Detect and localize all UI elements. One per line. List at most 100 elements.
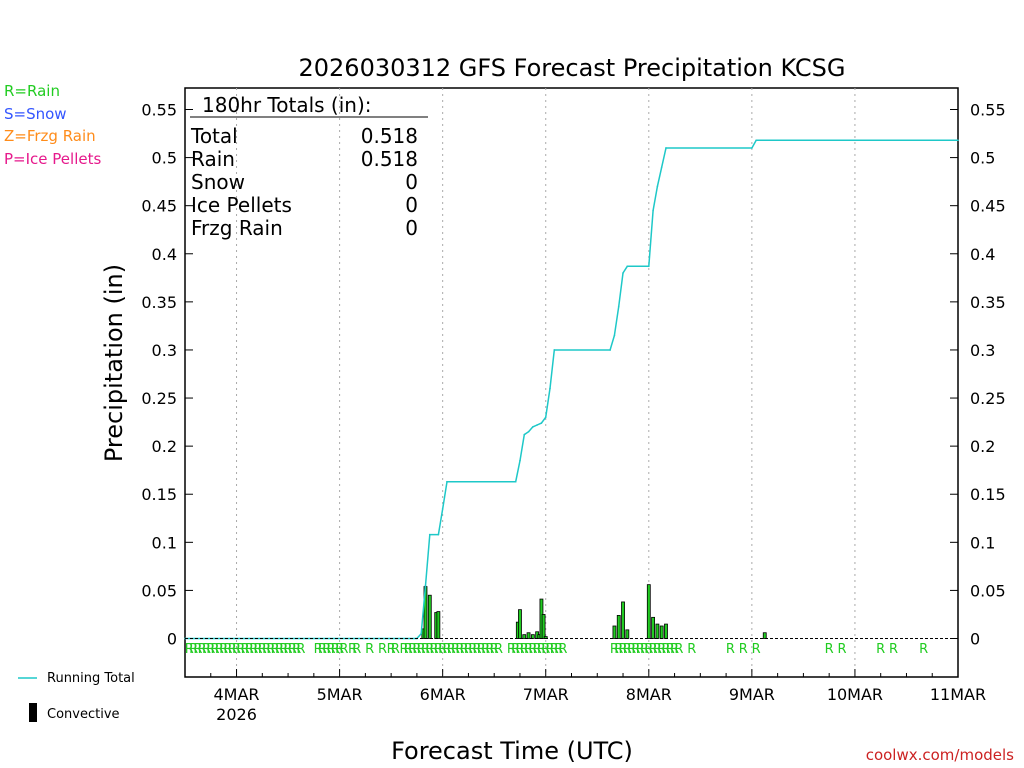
- precip-type-marker-50: R: [442, 642, 451, 657]
- running-total-line: [185, 139, 958, 640]
- precip-type-marker-71: R: [541, 642, 550, 657]
- running-total-point-12: [532, 426, 534, 428]
- running-total-point-29: [755, 139, 757, 142]
- precip-type-marker-46: R: [425, 642, 434, 657]
- precip-type-marker-80: R: [627, 642, 636, 657]
- y-tick-label-right-3: 0.15: [970, 485, 1006, 504]
- precip-type-marker-36: R: [365, 642, 374, 657]
- running-total-point-30: [957, 139, 959, 142]
- legend-ice-key: P=Ice Pellets: [4, 150, 101, 168]
- precip-type-marker-11: R: [232, 642, 241, 657]
- precip-type-marker-86: R: [653, 642, 662, 657]
- y-tick-label-left-1: 0.05: [141, 581, 177, 600]
- precip-type-marker-47: R: [430, 642, 439, 657]
- precip-type-marker-88: R: [661, 642, 670, 657]
- running-total-point-13: [536, 424, 538, 426]
- running-total-point-20: [617, 305, 620, 308]
- y-tick-label-right-6: 0.3: [970, 341, 995, 360]
- totals-total-label: Total: [190, 124, 238, 148]
- y-tick-label-left-6: 0.3: [152, 341, 177, 360]
- precip-type-marker-87: R: [657, 642, 666, 657]
- precip-type-marker-83: R: [640, 642, 649, 657]
- running-total-point-27: [665, 147, 667, 149]
- convective-bar-24: [762, 632, 767, 639]
- convective-bar-23: [664, 623, 668, 639]
- x-tick-label-0: 4MAR: [214, 685, 260, 704]
- running-total-point-17: [553, 349, 556, 351]
- precip-type-marker-85: R: [649, 642, 658, 657]
- precip-type-marker-63: R: [507, 642, 516, 657]
- precip-type-marker-33: R: [339, 642, 348, 657]
- y-tick-label-right-1: 0.05: [970, 581, 1006, 600]
- y-tick-label-right-9: 0.45: [970, 197, 1006, 216]
- convective-bar-20: [651, 616, 655, 639]
- x-tick-sublabel-0: 2026: [216, 705, 257, 724]
- precip-type-marker-75: R: [558, 642, 567, 657]
- precip-type-marker-43: R: [412, 642, 421, 657]
- running-total-point-11: [527, 430, 530, 433]
- precip-type-marker-97: R: [838, 642, 847, 657]
- convective-bar-8: [526, 632, 531, 639]
- y-tick-label-right-11: 0.55: [970, 101, 1006, 120]
- precip-type-marker-59: R: [481, 642, 490, 657]
- legend-rain-key: R=Rain: [4, 82, 60, 100]
- precip-type-marker-45: R: [421, 642, 430, 657]
- precip-type-marker-9: R: [223, 642, 232, 657]
- convective-bar-17: [621, 601, 625, 639]
- precip-type-marker-74: R: [554, 642, 563, 657]
- precip-type-marker-28: R: [318, 642, 327, 657]
- y-tick-label-right-2: 0.1: [970, 533, 995, 552]
- running-total-legend-label: Running Total: [47, 671, 135, 686]
- totals-rain-value: 0.518: [361, 147, 418, 171]
- precip-type-marker-29: R: [322, 642, 331, 657]
- precip-type-marker-76: R: [610, 642, 619, 657]
- running-total-point-6: [441, 507, 444, 510]
- precip-type-marker-12: R: [236, 642, 245, 657]
- precip-type-marker-99: R: [889, 642, 898, 657]
- precip-type-marker-26: R: [296, 642, 305, 657]
- precip-type-marker-17: R: [258, 642, 267, 657]
- plot-frame: [184, 87, 959, 678]
- convective-bar-19: [646, 584, 651, 639]
- y-tick-label-left-0: 0: [167, 630, 177, 649]
- precip-type-marker-48: R: [434, 642, 443, 657]
- convective-legend-swatch: [29, 703, 37, 722]
- convective-bar-13: [541, 614, 546, 639]
- precip-type-marker-51: R: [447, 642, 456, 657]
- precip-type-marker-56: R: [468, 642, 477, 657]
- totals-snow-value: 0: [405, 170, 418, 194]
- running-total-point-8: [514, 480, 517, 483]
- precip-type-marker-20: R: [271, 642, 280, 657]
- precip-type-marker-55: R: [464, 642, 473, 657]
- precip-type-marker-40: R: [399, 642, 408, 657]
- precip-type-marker-64: R: [511, 642, 520, 657]
- y-tick-label-right-4: 0.2: [970, 437, 995, 456]
- running-total-point-7: [446, 480, 448, 483]
- convective-bar-2: [427, 594, 432, 639]
- precip-type-marker-94: R: [739, 642, 748, 657]
- precip-type-marker-2: R: [193, 642, 202, 657]
- x-tick-label-3: 7MAR: [523, 685, 569, 704]
- y-tick-label-left-4: 0.2: [152, 437, 177, 456]
- running-total-point-3: [424, 584, 427, 587]
- convective-legend-label: Convective: [47, 707, 120, 722]
- precip-type-marker-7: R: [215, 642, 224, 657]
- y-axis-label: Precipitation (in): [100, 264, 128, 462]
- totals-ice-label: Ice Pellets: [191, 193, 292, 217]
- precip-type-marker-52: R: [451, 642, 460, 657]
- running-total-point-16: [549, 387, 551, 390]
- y-tick-label-left-8: 0.4: [152, 245, 177, 264]
- y-tick-label-right-0: 0: [970, 630, 980, 649]
- precip-type-marker-90: R: [670, 642, 679, 657]
- running-total-point-24: [652, 209, 654, 212]
- precip-type-marker-32: R: [335, 642, 344, 657]
- precip-type-marker-39: R: [391, 642, 400, 657]
- precip-type-marker-14: R: [245, 642, 254, 657]
- precip-type-marker-5: R: [206, 642, 215, 657]
- convective-bar-7: [522, 634, 527, 639]
- x-tick-label-7: 11MAR: [930, 685, 986, 704]
- precip-type-marker-84: R: [644, 642, 653, 657]
- x-tick-label-2: 6MAR: [420, 685, 466, 704]
- precip-type-marker-79: R: [623, 642, 632, 657]
